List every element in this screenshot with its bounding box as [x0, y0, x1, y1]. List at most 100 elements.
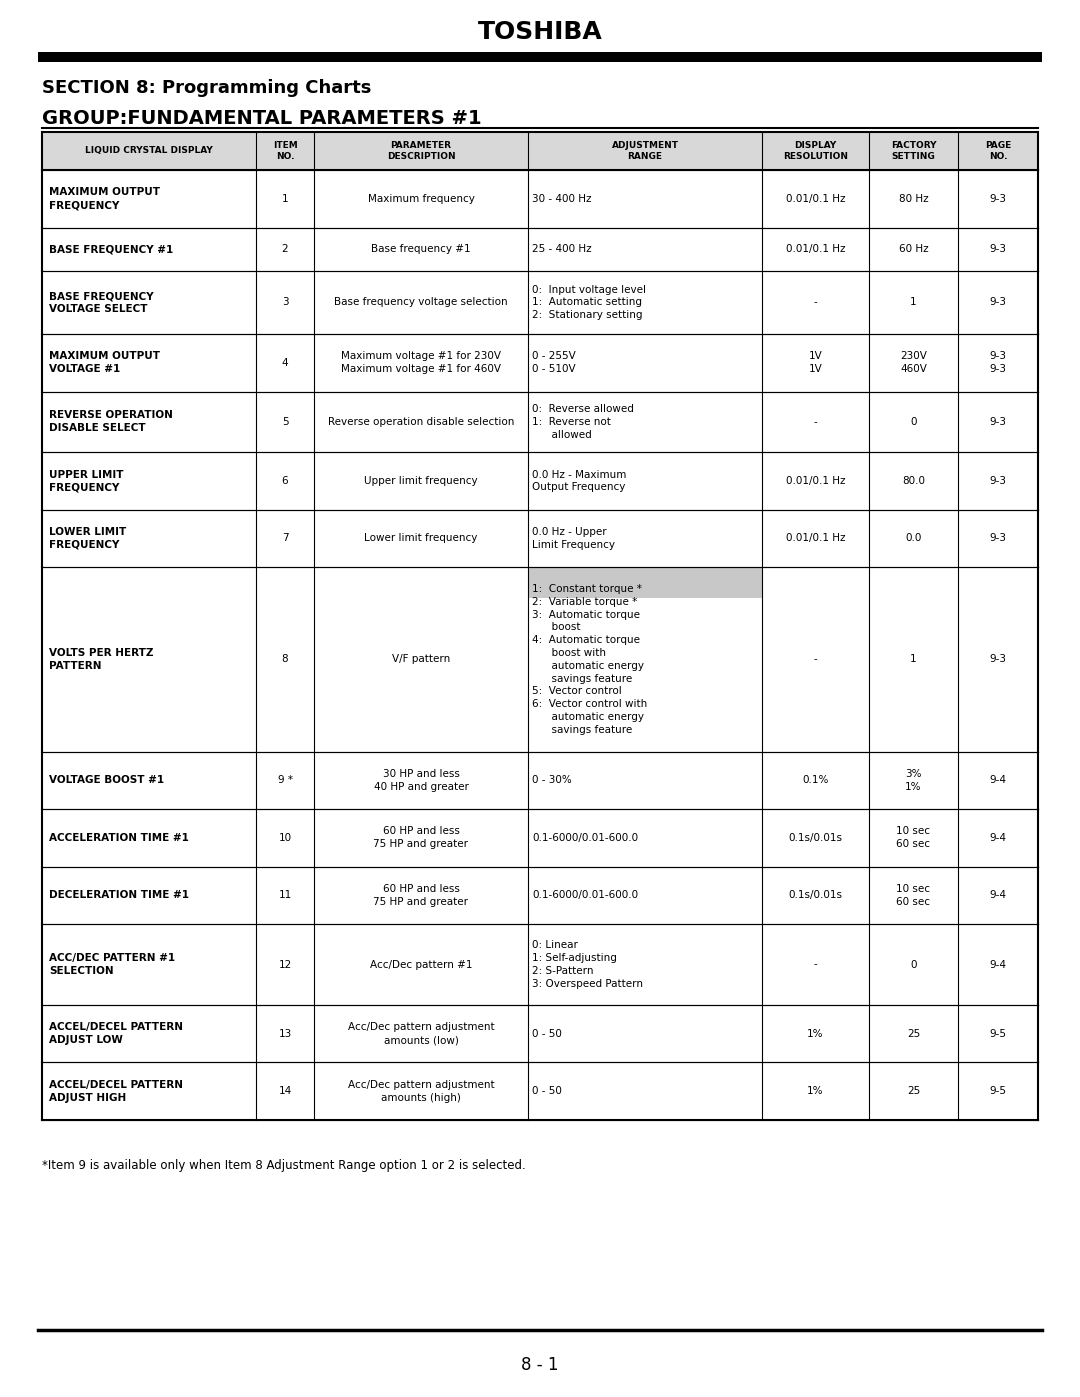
Text: -: -	[813, 960, 818, 970]
Text: 1:  Constant torque *
2:  Variable torque *
3:  Automatic torque
      boost
4: : 1: Constant torque * 2: Variable torque …	[532, 584, 647, 735]
Text: 0.1s/0.01s: 0.1s/0.01s	[788, 890, 842, 901]
Text: 9-3: 9-3	[989, 654, 1007, 665]
Text: Acc/Dec pattern adjustment
amounts (low): Acc/Dec pattern adjustment amounts (low)	[348, 1023, 495, 1045]
Text: REVERSE OPERATION
DISABLE SELECT: REVERSE OPERATION DISABLE SELECT	[49, 411, 173, 433]
Text: 0.1-6000/0.01-600.0: 0.1-6000/0.01-600.0	[532, 833, 638, 842]
Text: BASE FREQUENCY #1: BASE FREQUENCY #1	[49, 244, 173, 254]
Text: 80 Hz: 80 Hz	[899, 194, 929, 204]
Text: 9-5: 9-5	[989, 1028, 1007, 1038]
Text: 9-3
9-3: 9-3 9-3	[989, 352, 1007, 374]
Text: 1: 1	[910, 298, 917, 307]
Text: Acc/Dec pattern adjustment
amounts (high): Acc/Dec pattern adjustment amounts (high…	[348, 1080, 495, 1102]
Text: Upper limit frequency: Upper limit frequency	[364, 476, 477, 486]
Bar	[528, 567, 762, 598]
Text: 9-3: 9-3	[989, 298, 1007, 307]
Text: GROUP:FUNDAMENTAL PARAMETERS #1: GROUP:FUNDAMENTAL PARAMETERS #1	[42, 109, 482, 127]
Text: 0.0 Hz - Upper
Limit Frequency: 0.0 Hz - Upper Limit Frequency	[532, 527, 615, 550]
Text: 0 - 255V
0 - 510V: 0 - 255V 0 - 510V	[532, 352, 576, 374]
Text: V/F pattern: V/F pattern	[392, 654, 450, 665]
Text: BASE FREQUENCY
VOLTAGE SELECT: BASE FREQUENCY VOLTAGE SELECT	[49, 291, 153, 314]
Text: 80.0: 80.0	[902, 476, 924, 486]
Text: VOLTAGE BOOST #1: VOLTAGE BOOST #1	[49, 775, 164, 785]
Text: 1: 1	[910, 654, 917, 665]
Text: Acc/Dec pattern #1: Acc/Dec pattern #1	[369, 960, 472, 970]
Text: TOSHIBA: TOSHIBA	[477, 20, 603, 43]
Text: 60 HP and less
75 HP and greater: 60 HP and less 75 HP and greater	[374, 884, 469, 907]
Text: ITEM
NO.: ITEM NO.	[272, 141, 297, 161]
Text: 9-4: 9-4	[989, 833, 1007, 842]
Text: ACCEL/DECEL PATTERN
ADJUST LOW: ACCEL/DECEL PATTERN ADJUST LOW	[49, 1023, 183, 1045]
Text: 0.01/0.1 Hz: 0.01/0.1 Hz	[785, 244, 846, 254]
Text: 0: 0	[910, 960, 917, 970]
Text: 1: 1	[282, 194, 288, 204]
Text: 60 Hz: 60 Hz	[899, 244, 929, 254]
Text: 60 HP and less
75 HP and greater: 60 HP and less 75 HP and greater	[374, 827, 469, 849]
Text: 0.01/0.1 Hz: 0.01/0.1 Hz	[785, 534, 846, 543]
Text: FACTORY
SETTING: FACTORY SETTING	[891, 141, 936, 161]
Text: LIQUID CRYSTAL DISPLAY: LIQUID CRYSTAL DISPLAY	[85, 147, 213, 155]
Text: 6: 6	[282, 476, 288, 486]
Text: 11: 11	[279, 890, 292, 901]
Text: 30 - 400 Hz: 30 - 400 Hz	[532, 194, 592, 204]
Bar	[42, 131, 1038, 170]
Text: 10 sec
60 sec: 10 sec 60 sec	[896, 884, 931, 907]
Text: PARAMETER
DESCRIPTION: PARAMETER DESCRIPTION	[387, 141, 456, 161]
Text: 2: 2	[282, 244, 288, 254]
Text: Base frequency voltage selection: Base frequency voltage selection	[334, 298, 508, 307]
Text: 9-4: 9-4	[989, 890, 1007, 901]
Text: -: -	[813, 654, 818, 665]
Text: 8: 8	[282, 654, 288, 665]
Text: 0.1-6000/0.01-600.0: 0.1-6000/0.01-600.0	[532, 890, 638, 901]
Text: 13: 13	[279, 1028, 292, 1038]
Text: 1%: 1%	[807, 1087, 824, 1097]
Text: -: -	[813, 416, 818, 427]
Text: 0: Linear
1: Self-adjusting
2: S-Pattern
3: Overspeed Pattern: 0: Linear 1: Self-adjusting 2: S-Pattern…	[532, 940, 643, 989]
Text: DECELERATION TIME #1: DECELERATION TIME #1	[49, 890, 189, 901]
Text: Lower limit frequency: Lower limit frequency	[364, 534, 477, 543]
Text: ACCELERATION TIME #1: ACCELERATION TIME #1	[49, 833, 189, 842]
Text: PAGE
NO.: PAGE NO.	[985, 141, 1011, 161]
Text: 1V
1V: 1V 1V	[809, 352, 822, 374]
Text: 0:  Input voltage level
1:  Automatic setting
2:  Stationary setting: 0: Input voltage level 1: Automatic sett…	[532, 285, 646, 320]
Text: 25: 25	[907, 1087, 920, 1097]
Text: 9 *: 9 *	[278, 775, 293, 785]
Text: 9-3: 9-3	[989, 534, 1007, 543]
Text: Maximum voltage #1 for 230V
Maximum voltage #1 for 460V: Maximum voltage #1 for 230V Maximum volt…	[341, 352, 501, 374]
Text: 0.1s/0.01s: 0.1s/0.01s	[788, 833, 842, 842]
Text: 0.1%: 0.1%	[802, 775, 828, 785]
Text: ADJUSTMENT
RANGE: ADJUSTMENT RANGE	[611, 141, 678, 161]
Text: 0 - 50: 0 - 50	[532, 1087, 562, 1097]
Text: DISPLAY
RESOLUTION: DISPLAY RESOLUTION	[783, 141, 848, 161]
Text: 8 - 1: 8 - 1	[522, 1356, 558, 1375]
Text: ACC/DEC PATTERN #1
SELECTION: ACC/DEC PATTERN #1 SELECTION	[49, 953, 175, 977]
Text: 9-3: 9-3	[989, 476, 1007, 486]
Text: 9-3: 9-3	[989, 194, 1007, 204]
Text: 1%: 1%	[807, 1028, 824, 1038]
Text: 9-3: 9-3	[989, 244, 1007, 254]
Text: 10: 10	[279, 833, 292, 842]
Text: 3%
1%: 3% 1%	[905, 768, 921, 792]
Text: 0.01/0.1 Hz: 0.01/0.1 Hz	[785, 194, 846, 204]
Text: VOLTS PER HERTZ
PATTERN: VOLTS PER HERTZ PATTERN	[49, 648, 153, 671]
Text: 5: 5	[282, 416, 288, 427]
Text: MAXIMUM OUTPUT
FREQUENCY: MAXIMUM OUTPUT FREQUENCY	[49, 187, 160, 210]
Bar	[38, 52, 1042, 61]
Text: *Item 9 is available only when Item 8 Adjustment Range option 1 or 2 is selected: *Item 9 is available only when Item 8 Ad…	[42, 1158, 526, 1172]
Text: 0:  Reverse allowed
1:  Reverse not
      allowed: 0: Reverse allowed 1: Reverse not allowe…	[532, 404, 634, 440]
Text: Base frequency #1: Base frequency #1	[372, 244, 471, 254]
Text: LOWER LIMIT
FREQUENCY: LOWER LIMIT FREQUENCY	[49, 527, 126, 550]
Text: 30 HP and less
40 HP and greater: 30 HP and less 40 HP and greater	[374, 768, 469, 792]
Text: 9-3: 9-3	[989, 416, 1007, 427]
Text: MAXIMUM OUTPUT
VOLTAGE #1: MAXIMUM OUTPUT VOLTAGE #1	[49, 352, 160, 374]
Text: 9-5: 9-5	[989, 1087, 1007, 1097]
Text: SECTION 8: Programming Charts: SECTION 8: Programming Charts	[42, 80, 372, 96]
Text: Maximum frequency: Maximum frequency	[367, 194, 474, 204]
Text: 0 - 30%: 0 - 30%	[532, 775, 571, 785]
Text: 12: 12	[279, 960, 292, 970]
Text: UPPER LIMIT
FREQUENCY: UPPER LIMIT FREQUENCY	[49, 469, 123, 492]
Text: 0 - 50: 0 - 50	[532, 1028, 562, 1038]
Text: ACCEL/DECEL PATTERN
ADJUST HIGH: ACCEL/DECEL PATTERN ADJUST HIGH	[49, 1080, 183, 1102]
Text: Reverse operation disable selection: Reverse operation disable selection	[328, 416, 514, 427]
Text: 14: 14	[279, 1087, 292, 1097]
Text: 25: 25	[907, 1028, 920, 1038]
